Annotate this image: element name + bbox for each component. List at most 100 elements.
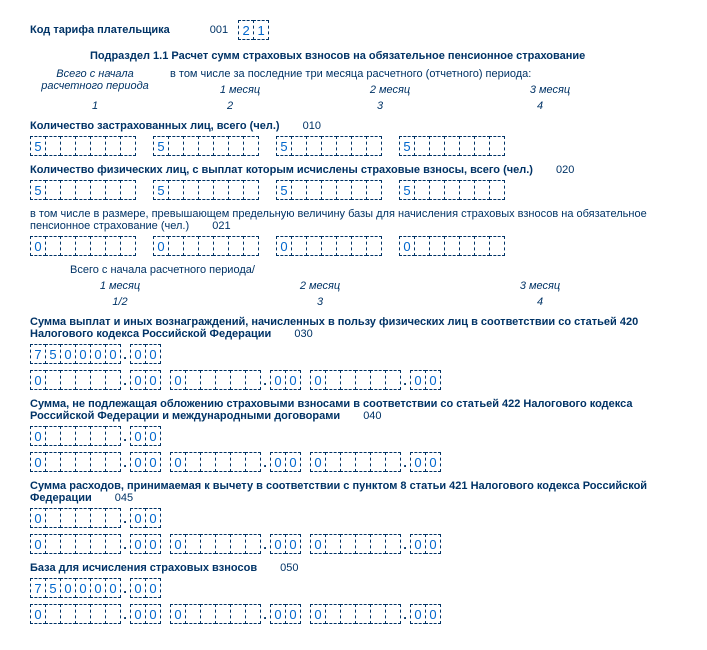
input-cell[interactable]: 0 bbox=[285, 370, 301, 390]
input-cell[interactable] bbox=[183, 136, 199, 156]
input-cell[interactable] bbox=[459, 180, 475, 200]
input-cell[interactable] bbox=[351, 136, 367, 156]
input-cell[interactable] bbox=[60, 508, 76, 528]
input-cell[interactable] bbox=[429, 180, 445, 200]
input-cell[interactable] bbox=[340, 534, 356, 554]
input-cell[interactable]: 0 bbox=[75, 344, 91, 364]
input-cell[interactable] bbox=[291, 180, 307, 200]
input-cell[interactable]: 0 bbox=[170, 604, 186, 624]
input-cell[interactable]: 0 bbox=[270, 370, 286, 390]
input-cell[interactable] bbox=[489, 180, 505, 200]
input-cell[interactable]: 0 bbox=[410, 534, 426, 554]
input-cell[interactable]: 0 bbox=[130, 534, 146, 554]
input-cell[interactable]: 5 bbox=[30, 136, 46, 156]
input-cell[interactable] bbox=[215, 534, 231, 554]
input-cell[interactable]: 0 bbox=[285, 534, 301, 554]
input-cell[interactable]: 0 bbox=[270, 452, 286, 472]
input-cell[interactable]: 5 bbox=[30, 180, 46, 200]
input-cell[interactable] bbox=[45, 136, 61, 156]
input-cell[interactable]: 0 bbox=[130, 578, 146, 598]
input-cell[interactable]: 0 bbox=[105, 578, 121, 598]
input-cell[interactable] bbox=[414, 236, 430, 256]
input-cell[interactable]: 0 bbox=[170, 370, 186, 390]
input-cell[interactable]: 0 bbox=[30, 604, 46, 624]
input-cell[interactable] bbox=[90, 370, 106, 390]
input-cell[interactable]: 0 bbox=[170, 452, 186, 472]
input-cell[interactable] bbox=[489, 136, 505, 156]
input-cell[interactable] bbox=[370, 452, 386, 472]
input-cell[interactable] bbox=[370, 604, 386, 624]
input-cell[interactable] bbox=[60, 136, 76, 156]
input-cell[interactable] bbox=[185, 604, 201, 624]
input-cell[interactable] bbox=[340, 370, 356, 390]
input-cell[interactable]: 0 bbox=[130, 426, 146, 446]
input-cell[interactable]: 0 bbox=[410, 604, 426, 624]
input-cell[interactable] bbox=[105, 604, 121, 624]
input-cell[interactable]: 0 bbox=[310, 604, 326, 624]
input-cell[interactable]: 2 bbox=[238, 20, 254, 40]
input-cell[interactable] bbox=[45, 180, 61, 200]
input-cell[interactable] bbox=[200, 534, 216, 554]
input-cell[interactable] bbox=[120, 180, 136, 200]
input-cell[interactable] bbox=[75, 180, 91, 200]
input-cell[interactable]: 0 bbox=[425, 534, 441, 554]
input-cell[interactable] bbox=[215, 452, 231, 472]
input-cell[interactable] bbox=[355, 604, 371, 624]
input-cell[interactable] bbox=[366, 180, 382, 200]
input-cell[interactable] bbox=[243, 236, 259, 256]
input-cell[interactable]: 0 bbox=[145, 578, 161, 598]
input-cell[interactable] bbox=[366, 236, 382, 256]
input-cell[interactable] bbox=[228, 236, 244, 256]
input-cell[interactable] bbox=[185, 370, 201, 390]
input-cell[interactable] bbox=[474, 136, 490, 156]
input-cell[interactable] bbox=[243, 180, 259, 200]
input-cell[interactable]: 0 bbox=[130, 370, 146, 390]
input-cell[interactable] bbox=[321, 136, 337, 156]
input-cell[interactable] bbox=[45, 452, 61, 472]
input-cell[interactable] bbox=[60, 426, 76, 446]
input-cell[interactable] bbox=[200, 452, 216, 472]
input-cell[interactable] bbox=[336, 180, 352, 200]
input-cell[interactable] bbox=[60, 534, 76, 554]
input-cell[interactable] bbox=[200, 370, 216, 390]
input-cell[interactable] bbox=[45, 534, 61, 554]
input-cell[interactable] bbox=[60, 180, 76, 200]
input-cell[interactable]: 0 bbox=[145, 426, 161, 446]
input-cell[interactable] bbox=[168, 180, 184, 200]
input-cell[interactable]: 0 bbox=[270, 604, 286, 624]
input-cell[interactable]: 0 bbox=[105, 344, 121, 364]
input-cell[interactable] bbox=[215, 604, 231, 624]
input-cell[interactable]: 0 bbox=[145, 604, 161, 624]
input-cell[interactable]: 0 bbox=[60, 344, 76, 364]
input-cell[interactable]: 0 bbox=[270, 534, 286, 554]
input-cell[interactable] bbox=[444, 136, 460, 156]
input-cell[interactable] bbox=[306, 136, 322, 156]
input-cell[interactable] bbox=[198, 180, 214, 200]
input-cell[interactable] bbox=[45, 508, 61, 528]
input-cell[interactable] bbox=[213, 180, 229, 200]
input-cell[interactable]: 0 bbox=[130, 344, 146, 364]
input-cell[interactable] bbox=[370, 370, 386, 390]
input-cell[interactable]: 0 bbox=[170, 534, 186, 554]
input-cell[interactable] bbox=[168, 236, 184, 256]
input-cell[interactable] bbox=[45, 370, 61, 390]
input-cell[interactable] bbox=[340, 452, 356, 472]
input-cell[interactable] bbox=[336, 136, 352, 156]
input-cell[interactable] bbox=[325, 604, 341, 624]
input-cell[interactable] bbox=[306, 180, 322, 200]
input-cell[interactable]: 5 bbox=[399, 180, 415, 200]
input-cell[interactable] bbox=[215, 370, 231, 390]
input-cell[interactable] bbox=[105, 370, 121, 390]
input-cell[interactable] bbox=[459, 236, 475, 256]
input-cell[interactable] bbox=[325, 534, 341, 554]
input-cell[interactable]: 5 bbox=[276, 136, 292, 156]
input-cell[interactable] bbox=[291, 136, 307, 156]
input-cell[interactable] bbox=[228, 180, 244, 200]
input-cell[interactable] bbox=[321, 236, 337, 256]
input-cell[interactable] bbox=[45, 236, 61, 256]
input-cell[interactable]: 0 bbox=[30, 426, 46, 446]
input-cell[interactable] bbox=[385, 452, 401, 472]
input-cell[interactable] bbox=[245, 452, 261, 472]
input-cell[interactable]: 0 bbox=[310, 534, 326, 554]
input-cell[interactable]: 5 bbox=[45, 578, 61, 598]
